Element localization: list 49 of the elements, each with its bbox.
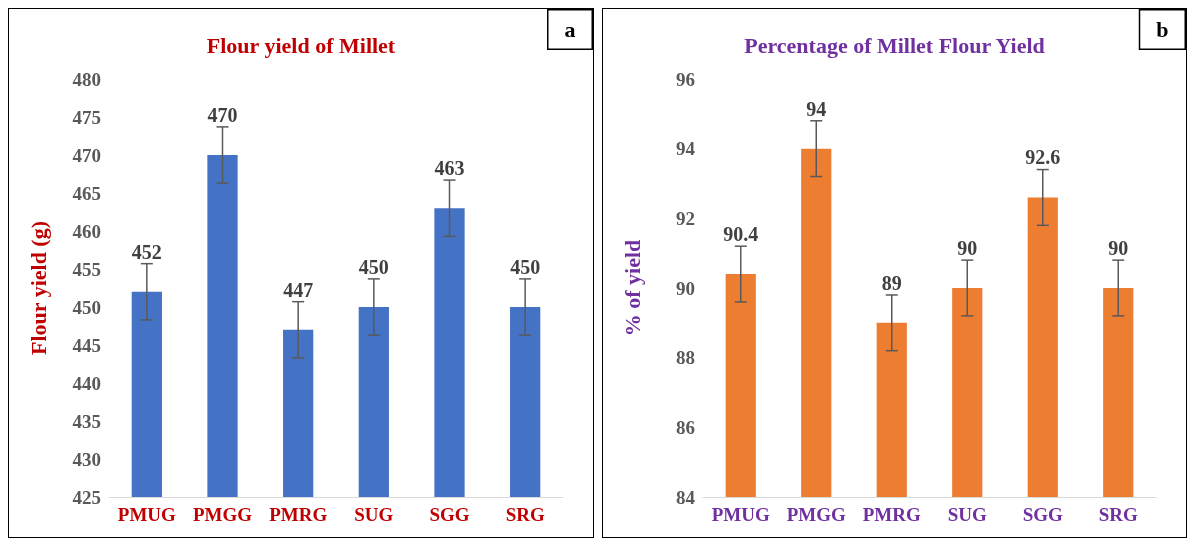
y-tick-label: 475 xyxy=(72,106,101,128)
y-tick-label: 92 xyxy=(676,207,695,229)
y-tick-label: 470 xyxy=(72,144,101,166)
y-tick-label: 460 xyxy=(72,220,101,242)
y-tick-label: 425 xyxy=(72,486,101,508)
y-axis-title: % of yield xyxy=(619,239,645,337)
text: a xyxy=(564,17,576,42)
data-label: 90 xyxy=(957,237,978,259)
data-label: 450 xyxy=(510,256,541,278)
chart-title: Flour yield of Millet xyxy=(206,32,396,58)
y-tick-label: 480 xyxy=(72,68,101,90)
x-tick-label: PMGG xyxy=(192,504,253,525)
y-axis-title: Flour yield (g) xyxy=(25,220,51,356)
y-tick-label: 445 xyxy=(72,334,101,356)
data-label: 90 xyxy=(1108,237,1129,259)
y-tick-label: 450 xyxy=(72,296,101,318)
y-tick-label: 96 xyxy=(676,68,695,90)
x-tick-label: PMRG xyxy=(269,504,328,525)
data-label: 450 xyxy=(358,256,389,278)
x-tick-label: SGG xyxy=(1022,504,1064,525)
data-label: 89 xyxy=(881,271,902,294)
y-tick-label: 440 xyxy=(72,372,101,394)
y-tick-label: 435 xyxy=(72,410,101,432)
y-tick-label: 84 xyxy=(676,486,696,508)
data-label: 470 xyxy=(207,104,238,126)
data-label: 447 xyxy=(283,278,314,301)
y-tick-label: 88 xyxy=(676,347,695,369)
y-tick-label: 94 xyxy=(676,138,696,160)
x-tick-label: PMRG xyxy=(862,504,921,525)
text: b xyxy=(1156,17,1169,42)
y-tick-label: 90 xyxy=(676,277,695,299)
chart-title: Percentage of Millet Flour Yield xyxy=(744,32,1045,58)
data-label: 90.4 xyxy=(723,223,759,246)
y-tick-label: 465 xyxy=(72,182,101,204)
x-tick-label: SUG xyxy=(354,504,394,525)
x-tick-label: SUG xyxy=(947,504,987,525)
x-tick-label: PMGG xyxy=(786,504,847,525)
x-tick-label: SRG xyxy=(505,504,545,525)
data-label: 92.6 xyxy=(1025,146,1061,169)
data-label: 94 xyxy=(806,97,827,120)
y-tick-label: 86 xyxy=(676,416,695,438)
y-tick-label: 430 xyxy=(72,448,101,470)
y-tick-label: 455 xyxy=(72,258,101,280)
x-tick-label: SGG xyxy=(429,504,470,525)
x-tick-label: PMUG xyxy=(711,504,770,525)
data-label: 452 xyxy=(131,240,162,263)
x-tick-label: PMUG xyxy=(117,504,177,525)
data-label: 463 xyxy=(434,157,465,180)
x-tick-label: SRG xyxy=(1098,504,1138,525)
